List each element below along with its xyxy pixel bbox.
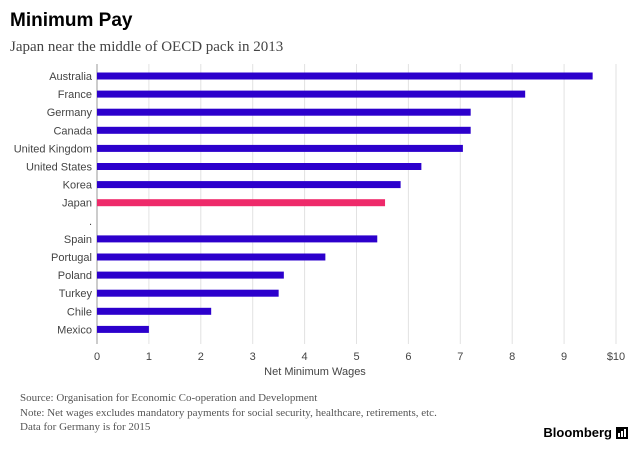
bar-highlight [97, 199, 386, 207]
bar [97, 235, 378, 243]
category-label: Germany [47, 107, 93, 119]
bar [97, 325, 149, 333]
chart-title: Minimum Pay [10, 10, 133, 31]
category-label: Japan [62, 198, 92, 210]
germany-note: Data for Germany is for 2015 [20, 421, 151, 433]
x-tick-label: 6 [405, 351, 411, 363]
category-label: Korea [63, 180, 93, 192]
category-label: Portugal [51, 252, 92, 264]
category-label: Turkey [59, 288, 93, 300]
bar [97, 253, 326, 261]
bar [97, 90, 526, 98]
x-tick-label: 2 [198, 351, 204, 363]
category-label: . [89, 216, 92, 228]
bar [97, 289, 279, 297]
bar [97, 72, 593, 80]
bloomberg-bars-icon [616, 426, 628, 439]
brand-logo: Bloomberg [543, 425, 628, 440]
category-label: France [58, 89, 92, 101]
bar [97, 271, 284, 279]
brand-name: Bloomberg [543, 425, 612, 440]
x-tick-label: 0 [94, 351, 100, 363]
bar [97, 108, 471, 116]
category-label: United States [26, 162, 93, 174]
category-label: United Kingdom [14, 143, 92, 155]
x-tick-label: $10 [607, 351, 625, 363]
x-tick-label: 7 [457, 351, 463, 363]
bar [97, 181, 401, 189]
x-tick-label: 1 [146, 351, 152, 363]
category-label: Chile [67, 306, 92, 318]
wages-note: Note: Net wages excludes mandatory payme… [20, 406, 437, 419]
x-tick-label: 8 [509, 351, 515, 363]
category-label: Canada [53, 125, 92, 137]
category-label: Australia [49, 71, 93, 83]
chart-footer: Source: Organisation for Economic Co-ope… [20, 391, 437, 435]
bar [97, 126, 471, 134]
category-label: Poland [58, 270, 92, 282]
bar [97, 307, 212, 315]
x-axis-label: Net Minimum Wages [264, 366, 366, 378]
chart-subtitle: Japan near the middle of OECD pack in 20… [10, 39, 284, 55]
category-label: Mexico [57, 324, 92, 336]
x-tick-label: 9 [561, 351, 567, 363]
bar [97, 163, 422, 170]
category-label: Spain [64, 234, 92, 246]
source-note: Source: Organisation for Economic Co-ope… [20, 392, 318, 404]
x-tick-label: 4 [302, 351, 308, 363]
bar [97, 144, 463, 152]
x-tick-label: 3 [250, 351, 256, 363]
x-tick-label: 5 [353, 351, 359, 363]
